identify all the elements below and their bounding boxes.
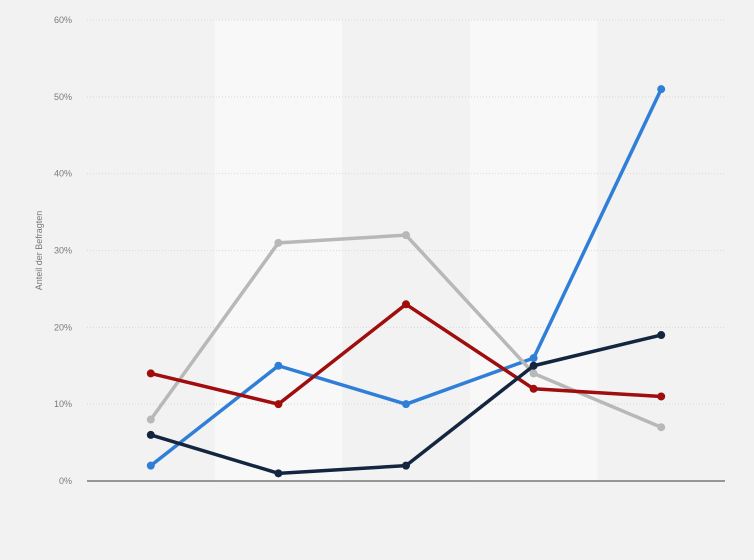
series-1 (146, 85, 666, 470)
data-point (402, 461, 410, 470)
series-group (146, 85, 666, 478)
series-3 (146, 300, 666, 409)
data-point (146, 461, 155, 470)
data-point (657, 392, 666, 401)
data-point (402, 300, 410, 309)
data-point (274, 469, 283, 478)
y-tick-label: 20% (54, 322, 72, 332)
data-point (274, 361, 283, 370)
data-point (657, 331, 666, 340)
data-point (274, 400, 283, 409)
data-point (274, 238, 283, 247)
y-tick-label: 50% (54, 92, 72, 102)
data-point (146, 369, 155, 378)
data-point (146, 430, 155, 439)
data-point (529, 361, 538, 370)
y-tick-label: 30% (54, 246, 72, 256)
data-point (402, 400, 410, 409)
column-band (214, 20, 343, 481)
column-band (469, 20, 598, 481)
data-point (146, 415, 155, 424)
y-tick-label: 10% (54, 399, 72, 409)
y-tick-label: 0% (59, 476, 72, 486)
data-point (529, 384, 538, 393)
series-4 (146, 331, 666, 478)
y-tick-labels: 0% 10% 20% 30% 40% 50% 60% (54, 15, 72, 486)
y-tick-label: 40% (54, 169, 72, 179)
y-tick-label: 60% (54, 15, 72, 25)
data-point (529, 369, 538, 378)
data-point (657, 423, 666, 432)
y-gridlines (87, 19, 725, 405)
data-point (402, 231, 410, 240)
y-axis-title: Anteil der Befragten (34, 211, 44, 291)
data-point (529, 354, 538, 363)
data-point (657, 85, 666, 94)
